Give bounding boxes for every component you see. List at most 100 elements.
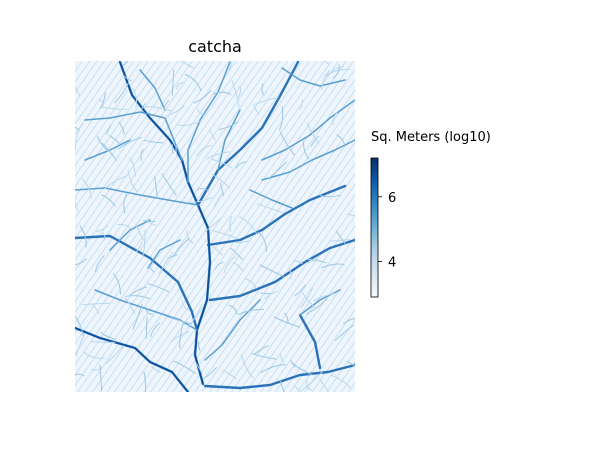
stream-channel: [279, 352, 284, 362]
stream-channel: [204, 299, 261, 361]
stream-channel: [306, 297, 328, 315]
stream-channel: [301, 371, 323, 391]
stream-channel: [333, 64, 340, 79]
stream-channel: [171, 144, 174, 155]
stream-channel: [256, 203, 283, 213]
stream-channel: [217, 109, 241, 171]
stream-channel: [150, 365, 161, 373]
colorbar: Sq. Meters (log10) 46: [370, 130, 491, 298]
stream-channel: [196, 145, 212, 157]
stream-channel: [228, 61, 233, 70]
stream-channel: [91, 366, 103, 371]
stream-channel: [253, 103, 260, 115]
stream-channel: [249, 189, 293, 209]
stream-channel: [244, 278, 257, 289]
stream-channel: [113, 273, 121, 295]
stream-channel: [175, 145, 179, 158]
stream-channel: [84, 111, 183, 161]
stream-channel: [176, 120, 201, 126]
stream-channel: [218, 121, 239, 130]
stream-channel: [206, 151, 230, 160]
stream-channel: [237, 308, 265, 316]
stream-channel: [294, 385, 303, 392]
stream-channel: [79, 225, 87, 248]
stream-channel: [222, 370, 237, 379]
stream-channel: [143, 371, 147, 392]
stream-channel: [75, 333, 85, 357]
stream-channel: [124, 297, 135, 314]
stream-channel: [288, 268, 292, 280]
stream-channel: [139, 69, 166, 111]
stream-channel: [321, 263, 345, 268]
stream-channel: [165, 105, 185, 117]
stream-channel: [142, 230, 146, 257]
stream-channel: [125, 295, 150, 300]
stream-channel: [326, 66, 345, 77]
stream-channel: [193, 90, 212, 104]
stream-channel: [334, 324, 355, 341]
stream-channel: [147, 239, 181, 269]
colorbar-label: Sq. Meters (log10): [371, 130, 491, 145]
stream-channel: [82, 302, 111, 306]
stream-channel: [234, 240, 249, 244]
stream-channel: [233, 262, 244, 272]
stream-channel: [278, 106, 284, 131]
stream-channel: [346, 361, 355, 367]
stream-channel: [329, 239, 351, 242]
stream-channel: [240, 354, 254, 379]
stream-channel: [211, 174, 230, 189]
stream-channel: [306, 258, 327, 264]
stream-channel: [299, 99, 304, 110]
stream-channel: [261, 99, 355, 161]
stream-channel: [98, 99, 104, 109]
stream-channel: [97, 135, 109, 152]
stream-channel: [260, 364, 286, 373]
stream-channel: [123, 61, 129, 66]
stream-channel: [298, 313, 322, 370]
stream-channel: [292, 260, 303, 265]
stream-channel: [96, 224, 108, 232]
stream-channel: [127, 170, 138, 193]
stream-channel: [215, 261, 224, 270]
stream-channel: [132, 87, 137, 109]
stream-channel: [196, 188, 210, 192]
stream-channel: [94, 289, 198, 331]
stream-channel: [75, 258, 87, 266]
stream-network: [75, 61, 355, 392]
stream-channel: [143, 106, 172, 112]
stream-channel: [83, 351, 105, 359]
stream-channel: [231, 80, 240, 108]
stream-channel: [75, 195, 79, 211]
stream-channel: [228, 304, 238, 315]
stream-channel: [104, 175, 128, 190]
stream-channel: [101, 194, 116, 207]
stream-channel: [230, 247, 243, 260]
stream-channel: [306, 122, 320, 145]
stream-channel: [220, 182, 225, 197]
colorbar-tick-label: 6: [388, 191, 396, 206]
stream-channel: [291, 362, 313, 376]
stream-channel: [187, 303, 203, 328]
stream-channel: [239, 216, 257, 234]
stream-channel: [259, 264, 285, 278]
stream-channel: [223, 255, 236, 274]
stream-channel: [150, 322, 160, 337]
stream-channel: [102, 232, 106, 242]
stream-channel: [140, 149, 145, 161]
stream-channel: [109, 219, 151, 251]
stream-channel: [172, 238, 190, 258]
stream-channel: [179, 321, 184, 349]
stream-channel: [75, 187, 199, 206]
stream-channel: [165, 316, 192, 325]
stream-channel: [335, 230, 346, 245]
stream-channel: [261, 83, 265, 96]
stream-channel: [255, 97, 279, 105]
stream-channel: [203, 363, 355, 390]
stream-channel: [145, 317, 148, 339]
stream-channel: [130, 286, 147, 296]
stream-channel: [84, 139, 131, 161]
colorbar-gradient: [370, 157, 379, 298]
stream-channel: [171, 69, 175, 96]
heatmap-area: [75, 61, 355, 392]
